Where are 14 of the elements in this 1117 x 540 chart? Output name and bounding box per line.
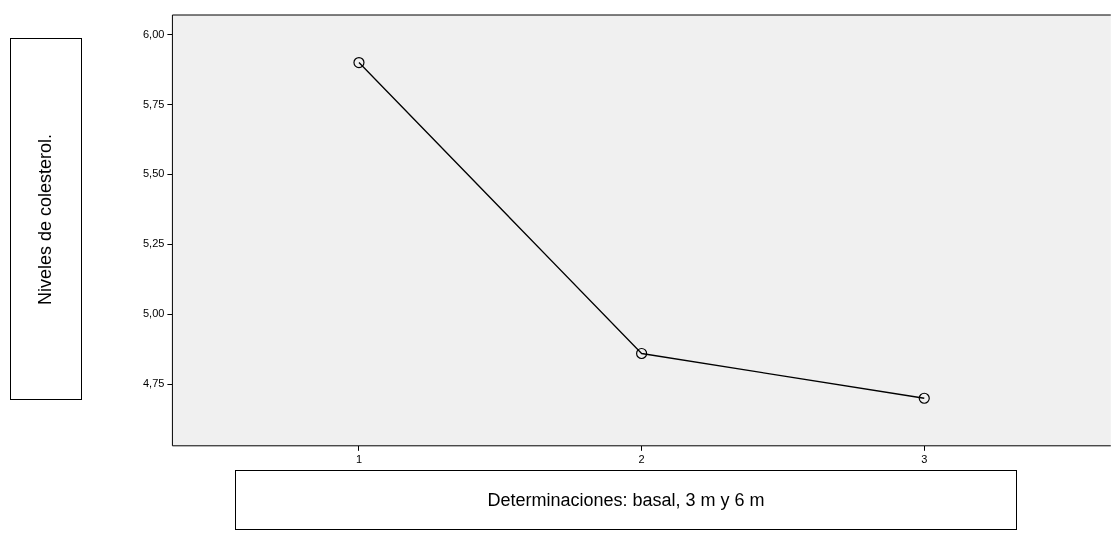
x-tick-label: 2 [638,453,645,466]
y-tick-label: 5,25 [142,237,165,250]
x-tick-label: 3 [921,453,928,466]
point [918,392,930,404]
y-tick-label: 6,00 [142,27,165,40]
x-axis-title: Determinaciones: basal, 3 m y 6 m [235,470,1017,530]
point [636,347,648,360]
y-tick-label: 4,75 [142,377,165,390]
x-tick-label: 1 [355,453,363,466]
point [353,56,365,69]
y-tick-label: 5,75 [142,97,165,110]
y-tick-label: 5,00 [142,307,165,320]
y-axis-title: Niveles de colesterol. [35,133,57,305]
y-tick-label: 5,50 [142,167,165,180]
